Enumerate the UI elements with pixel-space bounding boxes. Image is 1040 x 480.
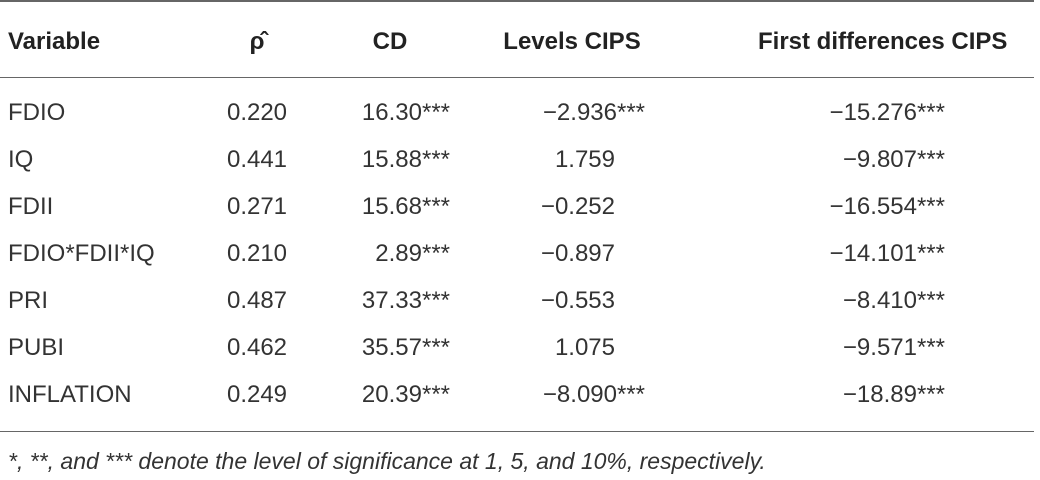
column-header: Variable <box>8 28 101 55</box>
table-cell: 37.33*** <box>361 287 450 314</box>
table-cell: FDIO <box>8 99 66 126</box>
column-header: First differences CIPS <box>758 28 1008 55</box>
top-rule <box>0 0 1034 2</box>
table-cell: PUBI <box>8 334 65 361</box>
table-cell: FDIO*FDII*IQ <box>8 240 155 267</box>
table-cell: 15.88*** <box>361 146 450 173</box>
table-cell: 2.89*** <box>375 240 450 267</box>
table-cell: −8.090*** <box>542 381 645 408</box>
table-cell: IQ <box>8 146 34 173</box>
table-cell: 35.57*** <box>361 334 450 361</box>
table-cell: −16.554*** <box>829 193 945 220</box>
table-cell: −14.101*** <box>829 240 945 267</box>
table-cell: 0.462 <box>226 334 288 361</box>
table-cell: 15.68*** <box>361 193 450 220</box>
column-header: Levels CIPS <box>503 28 641 55</box>
table-cell: FDII <box>8 193 54 220</box>
table-cell: 20.39*** <box>361 381 450 408</box>
table-cell: −9.807*** <box>842 146 945 173</box>
table-cell: 0.210 <box>226 240 288 267</box>
table-cell: 0.441 <box>226 146 288 173</box>
bottom-rule <box>0 431 1034 432</box>
table-cell: 16.30*** <box>361 99 450 126</box>
table-cell: 0.220 <box>226 99 288 126</box>
table-cell: 0.487 <box>226 287 288 314</box>
table-cell: 1.075 <box>554 334 615 361</box>
table-cell: 0.249 <box>226 381 288 408</box>
table-cell: 0.271 <box>226 193 288 220</box>
table-cell: −18.89*** <box>842 381 945 408</box>
column-header: ρ̂ <box>249 28 265 55</box>
footnote: *, **, and *** denote the level of signi… <box>8 448 766 474</box>
table-cell: −9.571*** <box>842 334 945 361</box>
table-cell: −0.252 <box>540 193 615 220</box>
table-cell: PRI <box>8 287 49 314</box>
table-cell: −0.553 <box>540 287 615 314</box>
column-header: CD <box>372 28 408 55</box>
table-cell: −2.936*** <box>542 99 645 126</box>
table-cell: −0.897 <box>540 240 615 267</box>
header-rule <box>0 77 1034 78</box>
table-cell: −8.410*** <box>842 287 945 314</box>
table-cell: INFLATION <box>8 381 132 408</box>
table-cell: −15.276*** <box>829 99 945 126</box>
table-cell: 1.759 <box>554 146 615 173</box>
